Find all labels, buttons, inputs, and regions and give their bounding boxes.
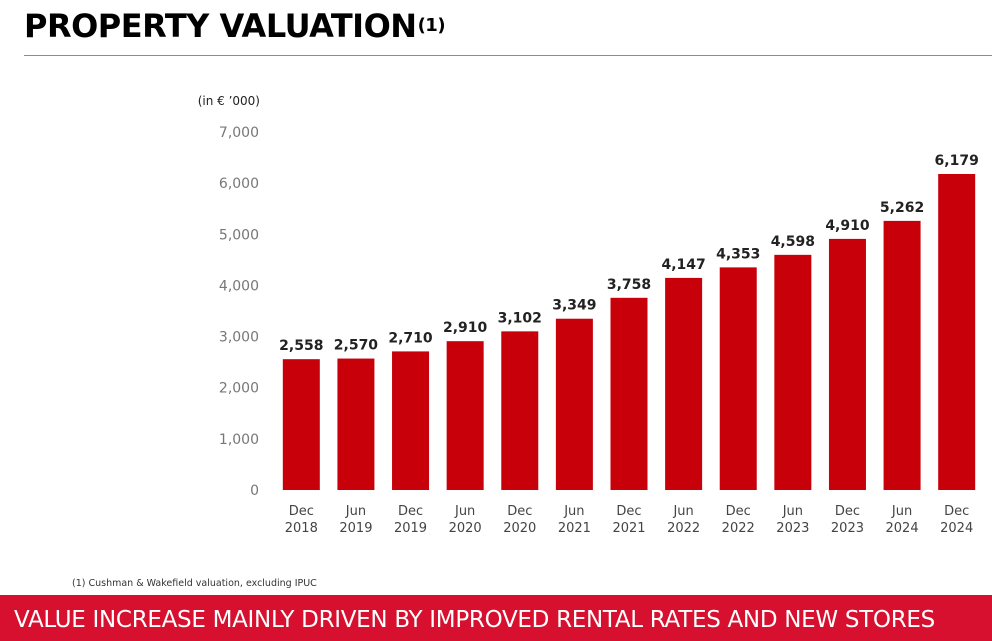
x-tick-label-month: Dec	[289, 504, 314, 519]
data-label: 4,910	[825, 218, 870, 234]
x-axis: Dec 2018 Jun 2019 Dec 2019 Jun 2020 Dec 2020 Jun 20…	[285, 504, 973, 536]
data-label: 6,179	[935, 153, 979, 169]
footnote: (1) Cushman & Wakefield valuation, exclu…	[72, 578, 317, 589]
x-tick-label-year: 2019	[339, 521, 372, 536]
bar	[719, 267, 757, 490]
x-tick-label-month: Jun	[782, 504, 803, 519]
y-tick-label: 4,000	[219, 278, 259, 294]
x-tick-label-year: 2019	[394, 521, 427, 536]
y-tick-label: 2,000	[219, 381, 259, 397]
y-tick-label: 7,000	[219, 125, 259, 141]
title-footnote-marker: (1)	[417, 15, 446, 36]
bar	[883, 220, 921, 490]
x-tick-label-year: 2022	[667, 521, 700, 536]
bar	[665, 277, 703, 490]
data-label: 2,910	[443, 320, 488, 336]
x-tick-label-year: 2018	[285, 521, 318, 536]
x-tick-label-month: Dec	[944, 504, 969, 519]
page-title: PROPERTY VALUATION(1)	[24, 6, 446, 46]
x-tick-label-year: 2023	[831, 521, 864, 536]
x-tick-label-year: 2020	[449, 521, 482, 536]
bar	[555, 318, 593, 490]
data-label: 3,758	[607, 277, 651, 293]
bar	[392, 351, 430, 490]
y-tick-label: 5,000	[219, 227, 259, 243]
data-labels: 2,558 2,570 2,710 2,910 3,102 3,349 3,758 4,147…	[279, 153, 979, 354]
x-tick-label-month: Jun	[563, 504, 584, 519]
property-valuation-bar-chart: (in € ’000) 0 1,000 2,000 3,000 4,000 5,000 6,…	[198, 94, 979, 536]
bar	[337, 358, 375, 490]
x-tick-label-year: 2024	[886, 521, 919, 536]
x-tick-label-year: 2024	[940, 521, 973, 536]
x-tick-label-month: Jun	[891, 504, 912, 519]
bar-series	[282, 173, 976, 490]
x-tick-label-month: Jun	[345, 504, 366, 519]
bar	[828, 238, 866, 490]
title-divider	[24, 55, 992, 56]
y-tick-label: 0	[250, 483, 259, 499]
data-label: 2,710	[388, 330, 433, 346]
x-tick-label-year: 2021	[612, 521, 645, 536]
banner-text: VALUE INCREASE MAINLY DRIVEN BY IMPROVED…	[14, 607, 935, 633]
data-label: 3,102	[498, 310, 542, 326]
page-title-text: PROPERTY VALUATION	[24, 7, 417, 45]
x-tick-label-year: 2023	[776, 521, 809, 536]
y-tick-label: 6,000	[219, 176, 259, 192]
x-tick-label-year: 2021	[558, 521, 591, 536]
bar	[938, 173, 976, 490]
x-tick-label-month: Dec	[616, 504, 641, 519]
data-label: 4,598	[771, 234, 815, 250]
data-label: 4,353	[716, 246, 760, 262]
x-tick-label-year: 2020	[503, 521, 536, 536]
bar	[774, 254, 812, 490]
x-tick-label-month: Jun	[454, 504, 475, 519]
data-label: 2,558	[279, 338, 323, 354]
x-tick-label-month: Dec	[726, 504, 751, 519]
y-tick-label: 1,000	[219, 432, 259, 448]
bar	[610, 297, 648, 490]
x-tick-label-month: Jun	[672, 504, 693, 519]
data-label: 4,147	[661, 257, 705, 273]
x-tick-label-month: Dec	[507, 504, 532, 519]
conclusion-banner: VALUE INCREASE MAINLY DRIVEN BY IMPROVED…	[0, 595, 992, 641]
data-label: 2,570	[334, 338, 379, 354]
bar	[282, 359, 320, 490]
unit-label: (in € ’000)	[198, 94, 260, 108]
bar	[446, 341, 484, 490]
data-label: 3,349	[552, 298, 596, 314]
y-axis: 0 1,000 2,000 3,000 4,000 5,000 6,000 7,000	[219, 125, 259, 499]
x-tick-label-month: Dec	[835, 504, 860, 519]
x-tick-label-month: Dec	[398, 504, 423, 519]
data-label: 5,262	[880, 200, 924, 216]
x-tick-label-year: 2022	[722, 521, 755, 536]
bar	[501, 331, 539, 490]
y-tick-label: 3,000	[219, 330, 259, 346]
